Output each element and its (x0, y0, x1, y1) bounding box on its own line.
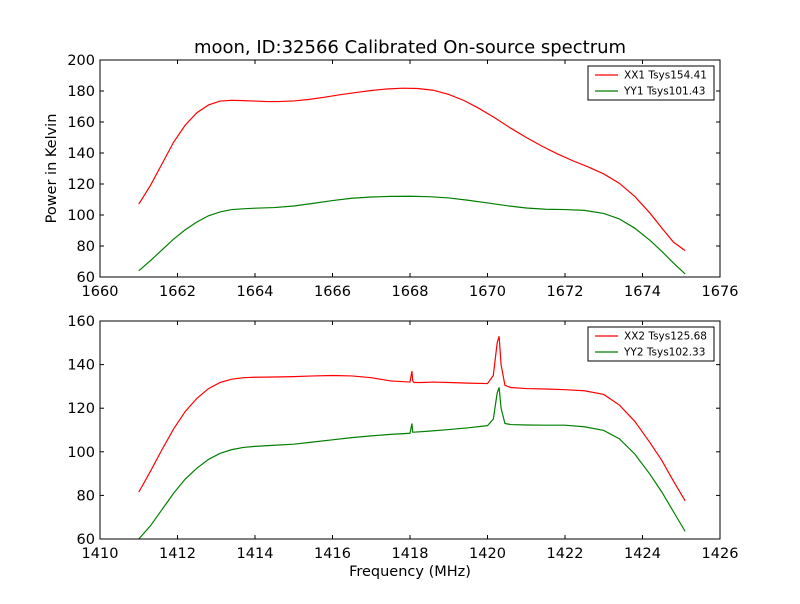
x-tick-label: 1414 (237, 546, 274, 562)
panel-2: 1410 1412 1414 1416 1418 1420 1422 1424 1426 60 80… (67, 314, 738, 580)
x-tick-label: 1418 (392, 546, 429, 562)
legend-label: XX2 Tsys125.68 (624, 331, 707, 343)
y-tick-label: 60 (77, 270, 95, 286)
x-tick-label: 1664 (237, 284, 274, 300)
series-line-xx2 (138, 336, 686, 502)
legend-box (587, 326, 715, 362)
x-axis-label: Frequency (MHz) (349, 564, 471, 580)
y-tick-label: 160 (67, 115, 95, 131)
chart-title: moon, ID:32566 Calibrated On-source spec… (194, 37, 626, 58)
x-tick-label: 1662 (159, 284, 196, 300)
x-tick-label: 1674 (624, 284, 661, 300)
legend-label: YY2 Tsys102.33 (623, 347, 705, 359)
x-tick-label: 1668 (392, 284, 429, 300)
series-line-yy2 (138, 387, 686, 539)
y-tick-label: 120 (67, 177, 95, 193)
legend: XX2 Tsys125.68 YY2 Tsys102.33 (587, 326, 715, 362)
y-tick-label: 60 (77, 532, 95, 548)
x-tick-label: 1410 (82, 546, 119, 562)
y-tick-label: 100 (67, 445, 95, 461)
legend: XX1 Tsys154.41 YY1 Tsys101.43 (587, 65, 715, 101)
legend-label: YY1 Tsys101.43 (623, 86, 705, 98)
y-tick-label: 140 (67, 146, 95, 162)
y-tick-label: 100 (67, 208, 95, 224)
panel-1: 1660 1662 1664 1666 1668 1670 1672 1674 1676 60 80… (44, 53, 738, 300)
y-tick-label: 140 (67, 358, 95, 374)
y-tick-label: 200 (67, 53, 95, 69)
x-tick-label: 1422 (547, 546, 584, 562)
x-tick-label: 1666 (314, 284, 351, 300)
x-tick-label: 1660 (82, 284, 119, 300)
x-tick-label: 1424 (624, 546, 661, 562)
y-tick-label: 80 (77, 488, 95, 504)
x-tick-label: 1412 (159, 546, 196, 562)
y-tick-label: 160 (67, 314, 95, 330)
y-tick-label: 180 (67, 84, 95, 100)
x-tick-label: 1416 (314, 546, 351, 562)
y-tick-label: 120 (67, 401, 95, 417)
series-line-xx1 (138, 87, 686, 252)
legend-box (587, 65, 715, 101)
panels: 1660 1662 1664 1666 1668 1670 1672 1674 1676 60 80… (44, 53, 738, 580)
series-line-yy1 (138, 195, 686, 275)
x-tick-label: 1426 (702, 546, 739, 562)
y-tick-label: 80 (77, 239, 95, 255)
legend-label: XX1 Tsys154.41 (624, 70, 707, 82)
x-tick-label: 1670 (469, 284, 506, 300)
x-tick-label: 1672 (547, 284, 584, 300)
y-axis-label: Power in Kelvin (44, 114, 60, 224)
x-tick-label: 1420 (469, 546, 506, 562)
x-tick-label: 1676 (702, 284, 739, 300)
